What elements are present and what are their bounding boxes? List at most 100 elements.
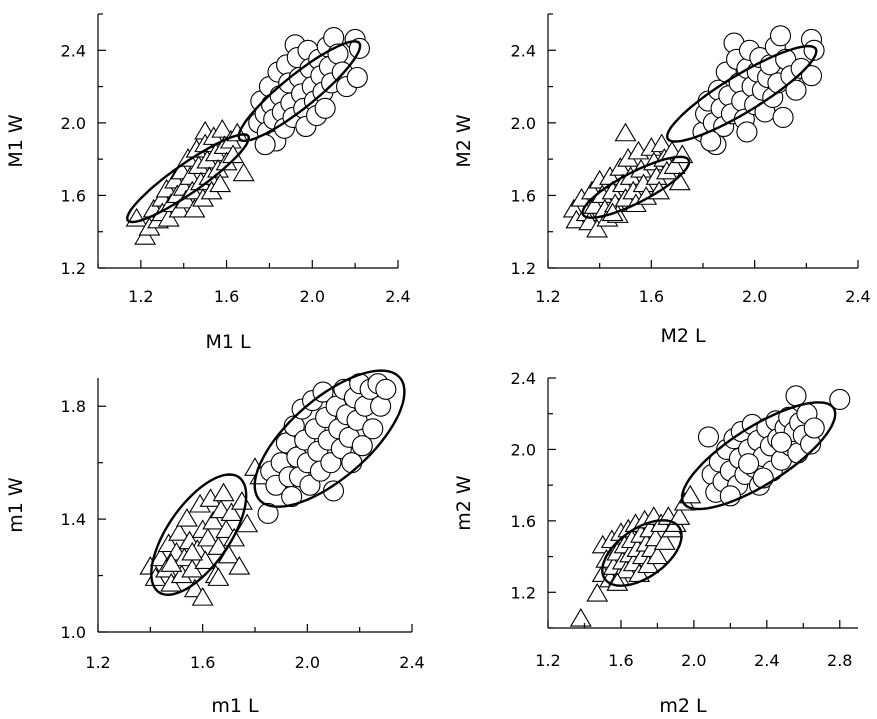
y-tick-label: 1.2 [511,583,536,602]
circle-point [769,25,792,47]
tick-group: 1.2 1.6 2.0 2.4 1.2 1.6 2.0 2.4 [511,13,871,306]
circle-point [320,452,342,474]
circle-point [785,79,807,101]
triangle-point [228,556,251,575]
triangle-point [207,536,230,555]
triangle-point [236,513,259,533]
triangle-point [646,545,669,565]
triangle-point [211,119,234,138]
triangle-point [586,218,609,238]
circle-point [736,121,758,143]
x-tick-label: 1.6 [639,287,664,306]
x-tick-label: 2.0 [681,651,706,670]
y-axis-title: M2 W [453,114,475,168]
confidence-ellipse [581,155,691,219]
confidence-ellipse [125,133,251,224]
triangle-point [196,527,219,547]
y-axis-title: m2 W [453,475,475,531]
y-tick-label: 1.2 [511,259,536,278]
confidence-ellipse [237,40,362,142]
x-tick-label: 1.6 [608,651,633,670]
confidence-ellipse [680,401,837,511]
triangle-point [614,122,637,142]
scatter-panel-m2-upper: 1.2 1.6 2.0 2.4 1.2 1.6 2.0 2.4 M2 L M2 W [453,13,871,347]
circle-point [314,97,336,119]
x-tick-label: 2.0 [742,287,767,306]
y-tick-label: 1.4 [61,510,86,529]
y-tick-label: 1.8 [61,397,86,416]
triangle-point [232,162,255,182]
circle-point [351,435,373,457]
tick-group: 1.2 1.6 2.0 2.4 1.2 1.6 2.0 2.4 [61,13,411,306]
circle-point [738,453,760,475]
x-tick-label: 2.4 [754,651,779,670]
x-tick-label: 2.4 [845,287,870,306]
circle-point [800,65,823,87]
circle-point [785,385,807,407]
y-tick-label: 1.2 [61,259,86,278]
x-tick-label: 2.0 [300,287,325,306]
circle-point [829,388,851,410]
triangle-point [168,522,191,541]
confidence-ellipse [253,369,406,508]
x-axis-title: M1 L [205,331,251,353]
y-tick-label: 1.6 [511,186,536,205]
triangle-point [679,484,702,504]
circle-point [697,426,720,448]
triangle-point [134,226,157,245]
plot-area [125,27,370,245]
x-tick-label: 1.2 [535,651,560,670]
y-tick-label: 1.0 [61,623,86,642]
scatter-panel-m1-upper: 1.2 1.6 2.0 2.4 1.2 1.6 2.0 2.4 M1 L M1 W [5,13,411,353]
x-axis-title: M2 L [660,325,706,347]
triangle-point [181,541,204,561]
circle-point [772,106,794,128]
plot-area [139,369,406,606]
plot-area [562,25,825,238]
tick-group: 1.0 1.4 1.8 1.2 1.6 2.0 2.4 [61,397,425,672]
x-tick-label: 1.2 [85,653,110,672]
y-tick-label: 2.0 [61,114,86,133]
triangle-point [207,567,230,586]
triangle-point [609,157,632,176]
y-tick-label: 1.6 [511,512,536,531]
x-tick-label: 2.0 [295,653,320,672]
triangle-point [202,510,225,530]
y-tick-label: 2.0 [511,440,536,459]
triangle-point [663,155,686,174]
scatter-panel-m2-lower: 1.2 1.6 2.0 2.4 1.2 1.6 2.0 2.4 2.8 m2 L m2 W [453,369,858,717]
y-tick-label: 1.6 [61,186,86,205]
y-tick-label: 2.4 [511,41,536,60]
triangle-point [220,502,243,522]
triangle-point [569,607,592,627]
circle-point [375,378,397,400]
x-axis-title: m1 L [211,695,259,717]
triangle-point [653,531,676,550]
triangle-point [176,508,198,527]
confidence-ellipse [150,473,248,597]
triangle-point [209,173,232,193]
confidence-ellipse [601,519,683,587]
circle-point [770,431,792,453]
confidence-ellipse [665,44,818,143]
triangle-point [668,506,691,525]
circle-point [257,502,279,525]
circle-point [346,66,368,89]
triangle-point [155,178,178,198]
y-tick-label: 2.4 [511,369,536,388]
triangle-point [179,166,202,185]
triangle-point [160,553,183,572]
x-tick-label: 2.8 [827,651,852,670]
circle-point [362,418,384,440]
x-tick-label: 2.4 [399,653,424,672]
triangle-point [230,491,253,510]
circle-point [281,485,303,508]
x-tick-label: 2.4 [385,287,410,306]
x-axis-title: m2 L [659,695,707,717]
triangle-point [168,198,191,218]
triangle-point [212,482,235,502]
plot-area [569,385,851,627]
triangle-point [191,587,214,606]
y-tick-label: 2.4 [61,41,86,60]
